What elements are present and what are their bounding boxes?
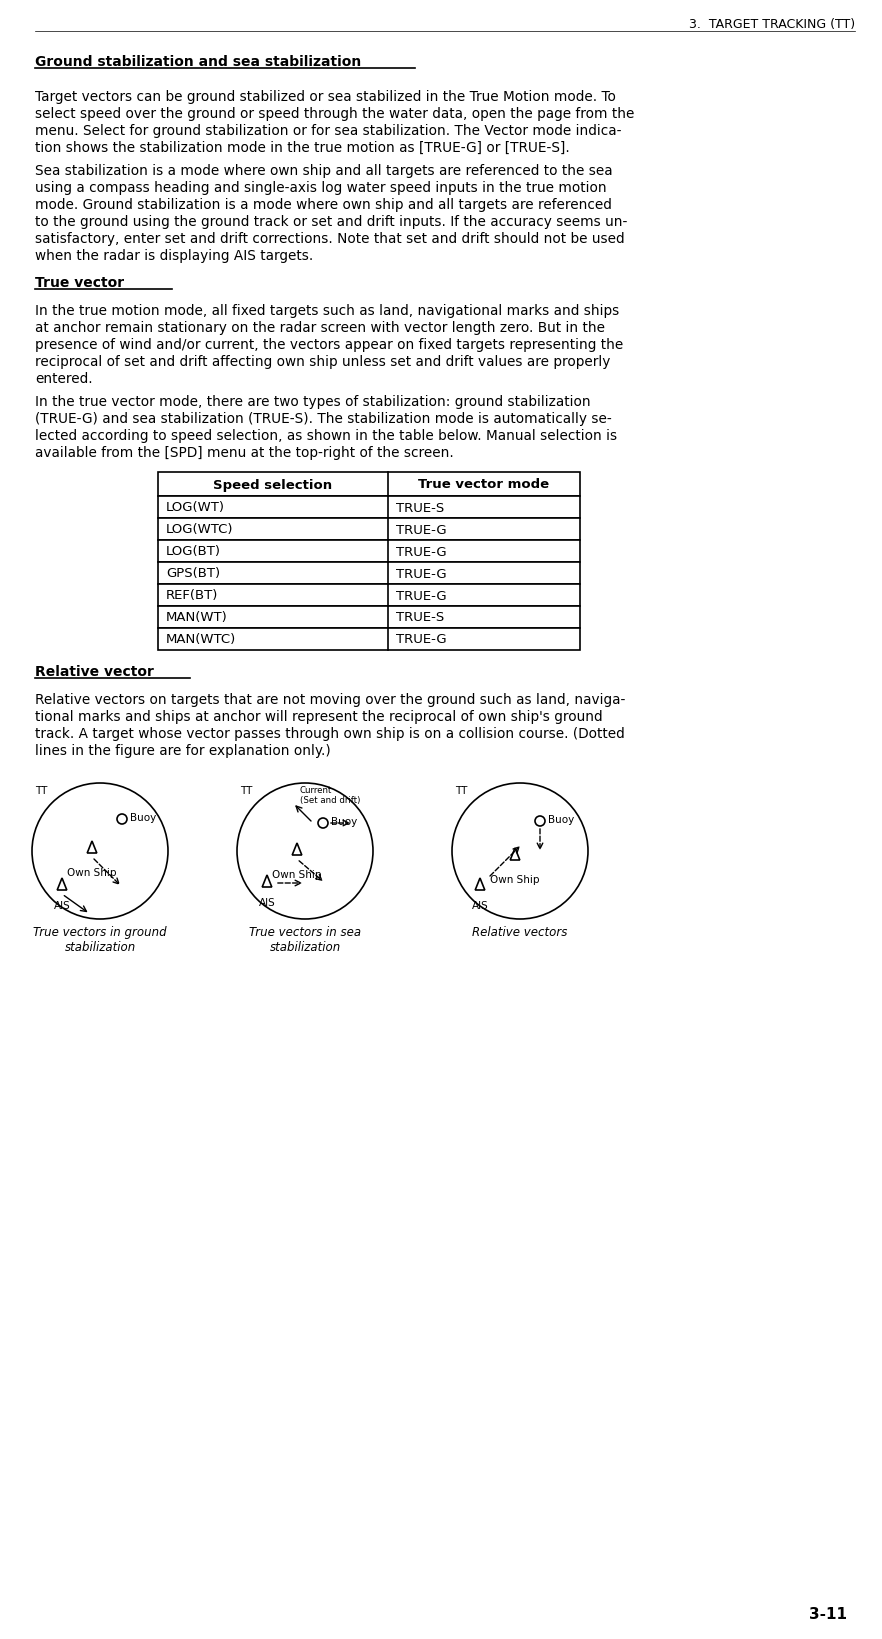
Text: LOG(WTC): LOG(WTC) xyxy=(166,523,234,536)
Text: (TRUE-G) and sea stabilization (TRUE-S). The stabilization mode is automatically: (TRUE-G) and sea stabilization (TRUE-S).… xyxy=(35,411,612,426)
Text: In the true vector mode, there are two types of stabilization: ground stabilizat: In the true vector mode, there are two t… xyxy=(35,395,591,408)
Bar xyxy=(158,585,580,606)
Text: Ground stabilization and sea stabilization: Ground stabilization and sea stabilizati… xyxy=(35,56,362,69)
Text: TT: TT xyxy=(455,785,467,795)
Text: at anchor remain stationary on the radar screen with vector length zero. But in : at anchor remain stationary on the radar… xyxy=(35,321,605,334)
Text: Own Ship: Own Ship xyxy=(490,875,540,885)
Text: available from the [SPD] menu at the top-right of the screen.: available from the [SPD] menu at the top… xyxy=(35,446,453,459)
Text: menu. Select for ground stabilization or for sea stabilization. The Vector mode : menu. Select for ground stabilization or… xyxy=(35,125,622,138)
Text: MAN(WT): MAN(WT) xyxy=(166,611,228,624)
Text: In the true motion mode, all fixed targets such as land, navigational marks and : In the true motion mode, all fixed targe… xyxy=(35,303,619,318)
Text: TRUE-S: TRUE-S xyxy=(396,502,445,515)
Text: TT: TT xyxy=(35,785,48,795)
Text: GPS(BT): GPS(BT) xyxy=(166,567,220,580)
Text: True vector: True vector xyxy=(35,275,124,290)
Text: TRUE-G: TRUE-G xyxy=(396,567,446,580)
Bar xyxy=(158,472,580,497)
Text: REF(BT): REF(BT) xyxy=(166,588,219,602)
Text: AIS: AIS xyxy=(54,900,71,910)
Text: MAN(WTC): MAN(WTC) xyxy=(166,633,236,646)
Text: 3-11: 3-11 xyxy=(809,1606,847,1621)
Text: Current
(Set and drift): Current (Set and drift) xyxy=(300,785,361,805)
Text: LOG(WT): LOG(WT) xyxy=(166,502,225,515)
Text: Own Ship: Own Ship xyxy=(67,867,116,877)
Text: Buoy: Buoy xyxy=(548,815,574,824)
Text: Buoy: Buoy xyxy=(331,816,357,826)
Text: using a compass heading and single-axis log water speed inputs in the true motio: using a compass heading and single-axis … xyxy=(35,180,607,195)
Text: Relative vector: Relative vector xyxy=(35,664,153,679)
Text: TT: TT xyxy=(240,785,252,795)
Text: to the ground using the ground track or set and drift inputs. If the accuracy se: to the ground using the ground track or … xyxy=(35,215,627,229)
Text: Relative vectors: Relative vectors xyxy=(473,926,568,939)
Text: AIS: AIS xyxy=(258,898,275,908)
Text: lines in the figure are for explanation only.): lines in the figure are for explanation … xyxy=(35,744,331,757)
Text: entered.: entered. xyxy=(35,372,93,385)
Text: satisfactory, enter set and drift corrections. Note that set and drift should no: satisfactory, enter set and drift correc… xyxy=(35,231,624,246)
Bar xyxy=(158,541,580,562)
Text: Relative vectors on targets that are not moving over the ground such as land, na: Relative vectors on targets that are not… xyxy=(35,693,625,706)
Bar xyxy=(158,562,580,585)
Text: mode. Ground stabilization is a mode where own ship and all targets are referenc: mode. Ground stabilization is a mode whe… xyxy=(35,198,612,211)
Bar xyxy=(158,518,580,541)
Text: TRUE-S: TRUE-S xyxy=(396,611,445,624)
Text: Speed selection: Speed selection xyxy=(213,479,333,492)
Text: Buoy: Buoy xyxy=(130,813,156,823)
Text: TRUE-G: TRUE-G xyxy=(396,588,446,602)
Text: AIS: AIS xyxy=(472,900,489,910)
Text: 3.  TARGET TRACKING (TT): 3. TARGET TRACKING (TT) xyxy=(689,18,855,31)
Text: lected according to speed selection, as shown in the table below. Manual selecti: lected according to speed selection, as … xyxy=(35,429,617,443)
Text: TRUE-G: TRUE-G xyxy=(396,546,446,559)
Text: presence of wind and/or current, the vectors appear on fixed targets representin: presence of wind and/or current, the vec… xyxy=(35,338,624,352)
Text: when the radar is displaying AIS targets.: when the radar is displaying AIS targets… xyxy=(35,249,313,262)
Text: tional marks and ships at anchor will represent the reciprocal of own ship's gro: tional marks and ships at anchor will re… xyxy=(35,710,602,723)
Bar xyxy=(158,606,580,629)
Text: True vectors in ground
stabilization: True vectors in ground stabilization xyxy=(34,926,167,954)
Text: TRUE-G: TRUE-G xyxy=(396,523,446,536)
Bar xyxy=(158,629,580,651)
Text: track. A target whose vector passes through own ship is on a collision course. (: track. A target whose vector passes thro… xyxy=(35,726,624,741)
Text: Sea stabilization is a mode where own ship and all targets are referenced to the: Sea stabilization is a mode where own sh… xyxy=(35,164,613,179)
Text: select speed over the ground or speed through the water data, open the page from: select speed over the ground or speed th… xyxy=(35,107,634,121)
Text: Target vectors can be ground stabilized or sea stabilized in the True Motion mod: Target vectors can be ground stabilized … xyxy=(35,90,616,103)
Text: TRUE-G: TRUE-G xyxy=(396,633,446,646)
Text: LOG(BT): LOG(BT) xyxy=(166,546,221,559)
Text: reciprocal of set and drift affecting own ship unless set and drift values are p: reciprocal of set and drift affecting ow… xyxy=(35,354,610,369)
Text: True vector mode: True vector mode xyxy=(418,479,549,492)
Text: True vectors in sea
stabilization: True vectors in sea stabilization xyxy=(249,926,361,954)
Bar xyxy=(158,497,580,518)
Text: Own Ship: Own Ship xyxy=(273,869,322,880)
Text: tion shows the stabilization mode in the true motion as [TRUE-G] or [TRUE-S].: tion shows the stabilization mode in the… xyxy=(35,141,570,156)
